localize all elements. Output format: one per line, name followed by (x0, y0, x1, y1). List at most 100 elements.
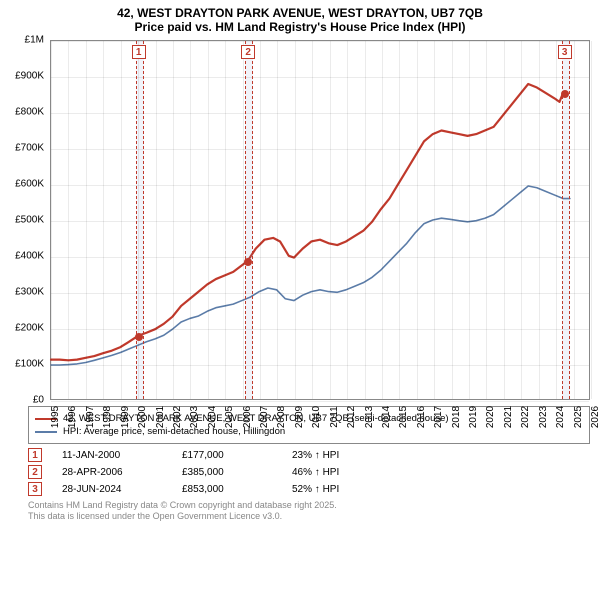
gridline-horizontal (51, 365, 589, 366)
x-axis-tick-label: 2015 (398, 406, 409, 428)
sale-event-band (136, 41, 144, 399)
gridline-vertical (312, 41, 313, 399)
x-axis-tick-label: 2013 (364, 406, 375, 428)
sale-event-pct-vs-hpi: 46% ↑ HPI (292, 467, 339, 478)
x-axis-tick-label: 2004 (207, 406, 218, 428)
x-axis-tick-label: 2022 (520, 406, 531, 428)
sale-event-marker: 2 (241, 45, 255, 59)
x-axis-tick-label: 1998 (102, 406, 113, 428)
chart-area: 123 £0£100K£200K£300K£400K£500K£600K£700… (50, 40, 590, 400)
sale-events-table: 1 11-JAN-2000 £177,000 23% ↑ HPI 2 28-APR-200… (28, 448, 590, 496)
footer-line-1: Contains HM Land Registry data © Crown c… (28, 500, 590, 511)
x-axis-tick-label: 2002 (172, 406, 183, 428)
gridline-vertical (399, 41, 400, 399)
gridline-horizontal (51, 41, 589, 42)
sale-event-point (135, 333, 143, 341)
gridline-vertical (574, 41, 575, 399)
gridline-horizontal (51, 293, 589, 294)
x-axis-tick-label: 2001 (155, 406, 166, 428)
gridline-vertical (434, 41, 435, 399)
y-axis-tick-label: £300K (0, 287, 44, 298)
sale-event-date: 11-JAN-2000 (62, 450, 162, 461)
sale-event-date: 28-JUN-2024 (62, 484, 162, 495)
gridline-horizontal (51, 221, 589, 222)
title-line-1: 42, WEST DRAYTON PARK AVENUE, WEST DRAYT… (0, 0, 600, 20)
sale-event-number: 2 (28, 465, 42, 479)
gridline-vertical (417, 41, 418, 399)
gridline-horizontal (51, 149, 589, 150)
gridline-vertical (486, 41, 487, 399)
x-axis-tick-label: 2026 (590, 406, 600, 428)
y-axis-tick-label: £200K (0, 323, 44, 334)
series-line-hpi (51, 186, 570, 365)
gridline-vertical (452, 41, 453, 399)
gridline-vertical (330, 41, 331, 399)
sale-event-marker: 3 (558, 45, 572, 59)
sale-event-band (245, 41, 253, 399)
y-axis-tick-label: £500K (0, 215, 44, 226)
sale-event-date: 28-APR-2006 (62, 467, 162, 478)
x-axis-tick-label: 2011 (329, 406, 340, 428)
sale-event-number: 1 (28, 448, 42, 462)
sale-event-row: 3 28-JUN-2024 £853,000 52% ↑ HPI (28, 482, 590, 496)
footer-line-2: This data is licensed under the Open Gov… (28, 511, 590, 522)
gridline-vertical (190, 41, 191, 399)
gridline-vertical (347, 41, 348, 399)
gridline-horizontal (51, 113, 589, 114)
x-axis-tick-label: 2018 (451, 406, 462, 428)
gridline-vertical (243, 41, 244, 399)
gridline-vertical (365, 41, 366, 399)
x-axis-tick-label: 2017 (433, 406, 444, 428)
x-axis-tick-label: 1995 (50, 406, 61, 428)
legend-row-price-paid: 42, WEST DRAYTON PARK AVENUE, WEST DRAYT… (35, 413, 583, 424)
x-axis-tick-label: 2008 (276, 406, 287, 428)
gridline-vertical (591, 41, 592, 399)
sale-event-pct-vs-hpi: 52% ↑ HPI (292, 484, 339, 495)
sale-event-price: £853,000 (182, 484, 272, 495)
sale-event-number: 3 (28, 482, 42, 496)
x-axis-tick-label: 2000 (137, 406, 148, 428)
footer-attribution: Contains HM Land Registry data © Crown c… (28, 500, 590, 523)
gridline-horizontal (51, 329, 589, 330)
gridline-vertical (469, 41, 470, 399)
gridline-horizontal (51, 257, 589, 258)
gridline-vertical (556, 41, 557, 399)
sale-event-point (561, 90, 569, 98)
x-axis-tick-label: 2012 (346, 406, 357, 428)
x-axis-tick-label: 2025 (573, 406, 584, 428)
gridline-vertical (225, 41, 226, 399)
y-axis-tick-label: £700K (0, 143, 44, 154)
gridline-vertical (295, 41, 296, 399)
sale-event-price: £385,000 (182, 467, 272, 478)
x-axis-tick-label: 2019 (468, 406, 479, 428)
gridline-vertical (103, 41, 104, 399)
gridline-vertical (208, 41, 209, 399)
x-axis-tick-label: 2009 (294, 406, 305, 428)
gridline-vertical (521, 41, 522, 399)
x-axis-tick-label: 2016 (416, 406, 427, 428)
gridline-vertical (260, 41, 261, 399)
gridline-vertical (277, 41, 278, 399)
sale-event-pct-vs-hpi: 23% ↑ HPI (292, 450, 339, 461)
gridline-horizontal (51, 401, 589, 402)
plot-area: 1 2 3 (50, 40, 590, 400)
gridline-vertical (86, 41, 87, 399)
gridline-vertical (504, 41, 505, 399)
chart-svg (51, 41, 589, 399)
sale-event-price: £177,000 (182, 450, 272, 461)
legend-swatch-hpi (35, 431, 57, 433)
y-axis-tick-label: £1M (0, 35, 44, 46)
legend-row-hpi: HPI: Average price, semi-detached house,… (35, 426, 583, 437)
gridline-vertical (539, 41, 540, 399)
y-axis-tick-label: £600K (0, 179, 44, 190)
gridline-horizontal (51, 77, 589, 78)
sale-event-row: 2 28-APR-2006 £385,000 46% ↑ HPI (28, 465, 590, 479)
x-axis-tick-label: 1997 (85, 406, 96, 428)
x-axis-tick-label: 2006 (242, 406, 253, 428)
sale-event-marker: 1 (132, 45, 146, 59)
gridline-vertical (382, 41, 383, 399)
x-axis-tick-label: 2007 (259, 406, 270, 428)
title-line-2: Price paid vs. HM Land Registry's House … (0, 20, 600, 34)
x-axis-tick-label: 1996 (67, 406, 78, 428)
x-axis-tick-label: 2024 (555, 406, 566, 428)
